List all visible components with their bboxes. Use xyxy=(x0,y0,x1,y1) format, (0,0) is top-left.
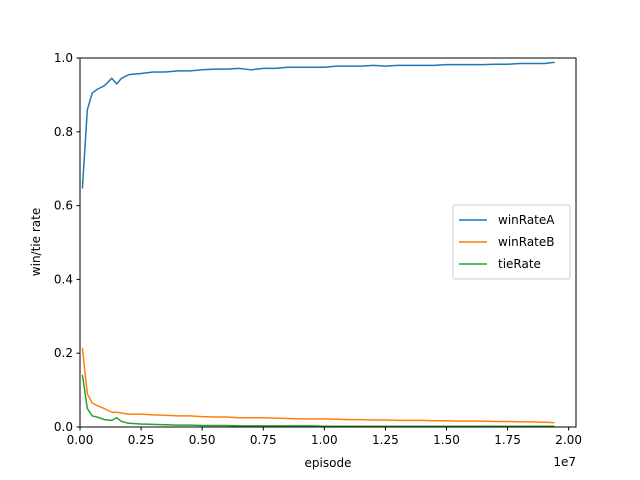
x-tick-label: 0.50 xyxy=(189,433,216,447)
legend-box xyxy=(452,204,571,280)
x-tick-label: 1.75 xyxy=(494,433,521,447)
axes-layer: 0.00 0.25 0.50 0.75 1.00 1.25 1.50 1.75 2.00 0.0 0… xyxy=(54,51,582,447)
y-tick-label: 0.2 xyxy=(54,346,73,360)
y-tick-label: 0.4 xyxy=(54,272,73,286)
y-tick-label: 1.0 xyxy=(54,51,73,65)
x-tick-label: 0.75 xyxy=(250,433,277,447)
plot-frame xyxy=(79,57,577,428)
y-axis-label: win/tie rate xyxy=(29,208,43,276)
y-tick-label: 0.6 xyxy=(54,199,73,213)
legend: winRateA winRateB tieRate xyxy=(452,204,571,280)
x-tick-label: 0.25 xyxy=(128,433,155,447)
legend-label-tieRate: tieRate xyxy=(498,257,541,271)
series-line-winRateB xyxy=(81,347,555,424)
series-layer xyxy=(81,61,555,428)
legend-label-winRateA: winRateA xyxy=(498,213,555,227)
x-tick-label: 2.00 xyxy=(555,433,582,447)
x-tick-label: 1.00 xyxy=(311,433,338,447)
y-tick-label: 0.8 xyxy=(54,125,73,139)
y-tick-label: 0.0 xyxy=(54,420,73,434)
x-tick-label: 1.50 xyxy=(433,433,460,447)
legend-label-winRateB: winRateB xyxy=(498,235,555,249)
series-line-winRateA xyxy=(81,61,555,189)
x-axis-offset-label: 1e7 xyxy=(553,455,576,469)
x-tick-label: 1.25 xyxy=(372,433,399,447)
x-tick-label: 0.00 xyxy=(67,433,94,447)
series-line-tieRate xyxy=(81,374,555,428)
x-axis-label: episode xyxy=(305,456,352,470)
